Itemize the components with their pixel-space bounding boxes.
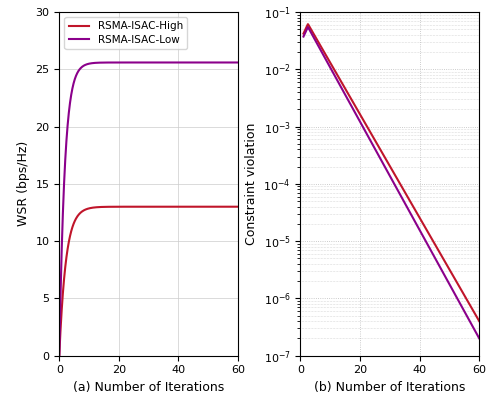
RSMA-ISAC-High xyxy=(137,204,143,209)
RSMA-ISAC-Low xyxy=(162,60,167,65)
Y-axis label: Constraint violation: Constraint violation xyxy=(245,123,258,245)
RSMA-ISAC-High xyxy=(191,204,197,209)
RSMA-ISAC-High xyxy=(88,206,94,210)
RSMA-ISAC-High xyxy=(235,204,241,209)
RSMA-ISAC-High xyxy=(176,204,182,209)
RSMA-ISAC-Low xyxy=(235,60,241,65)
RSMA-ISAC-Low xyxy=(191,60,197,65)
RSMA-ISAC-High xyxy=(56,353,62,358)
X-axis label: (b) Number of Iterations: (b) Number of Iterations xyxy=(314,381,465,394)
RSMA-ISAC-High xyxy=(162,204,167,209)
RSMA-ISAC-Low xyxy=(102,60,108,65)
Line: RSMA-ISAC-Low: RSMA-ISAC-Low xyxy=(59,63,238,356)
X-axis label: (a) Number of Iterations: (a) Number of Iterations xyxy=(73,381,224,394)
Line: RSMA-ISAC-High: RSMA-ISAC-High xyxy=(59,207,238,356)
RSMA-ISAC-Low xyxy=(56,353,62,358)
RSMA-ISAC-Low xyxy=(137,60,143,65)
RSMA-ISAC-Low xyxy=(176,60,182,65)
Legend: RSMA-ISAC-High, RSMA-ISAC-Low: RSMA-ISAC-High, RSMA-ISAC-Low xyxy=(65,17,187,49)
RSMA-ISAC-Low xyxy=(88,61,94,66)
RSMA-ISAC-High xyxy=(102,204,108,209)
Y-axis label: WSR (bps/Hz): WSR (bps/Hz) xyxy=(17,141,30,227)
